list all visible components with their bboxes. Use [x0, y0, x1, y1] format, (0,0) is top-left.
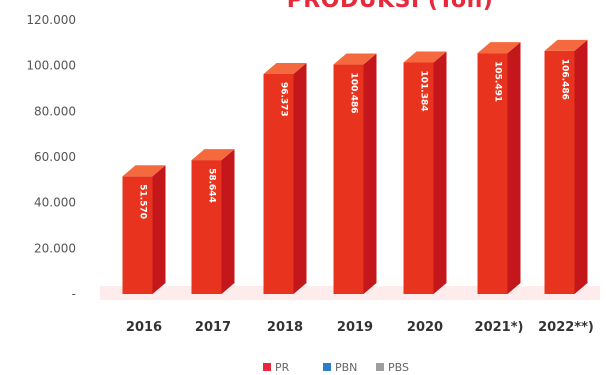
- bar-top: [477, 42, 521, 54]
- x-tick-label: 2018: [267, 320, 303, 335]
- bar-side: [574, 39, 588, 295]
- legend-item: PBS: [376, 361, 409, 374]
- bar-side: [152, 165, 166, 294]
- x-tick-label: 2016: [126, 320, 162, 335]
- bar-front: [191, 160, 222, 294]
- bar-front: [333, 64, 364, 294]
- bar-side: [507, 42, 521, 295]
- bar-top: [191, 149, 235, 161]
- bar-front: [544, 50, 575, 295]
- bar-top: [544, 39, 588, 51]
- x-tick-label: 2021*): [475, 320, 524, 335]
- data-label: 58.644: [207, 168, 217, 203]
- legend-label: PR: [275, 361, 290, 374]
- bar-side: [221, 149, 235, 294]
- bar: [122, 165, 166, 294]
- y-tick-label: 120.000: [26, 13, 76, 27]
- data-label: 51.570: [138, 184, 148, 219]
- chart-title: PRODUKSI (Ton): [286, 0, 494, 13]
- bar-side: [293, 62, 307, 294]
- bar-side: [433, 51, 447, 295]
- y-tick-label: -: [72, 287, 76, 301]
- data-label: 96.373: [279, 82, 289, 117]
- bar-side: [363, 53, 377, 295]
- bar: [333, 53, 377, 295]
- bar-top: [263, 62, 307, 74]
- bar-front: [263, 73, 294, 294]
- bar-top: [333, 53, 377, 65]
- data-label: 101.384: [419, 71, 429, 112]
- data-label: 106.486: [560, 59, 570, 100]
- bar-front: [403, 62, 434, 295]
- x-tick-label: 2022**): [538, 320, 594, 335]
- legend-swatch: [323, 363, 331, 371]
- bar: [544, 39, 588, 295]
- y-tick-label: 60.000: [34, 150, 76, 164]
- x-tick-label: 2017: [195, 320, 231, 335]
- bar: [477, 42, 521, 295]
- data-label: 100.486: [349, 73, 359, 114]
- y-tick-label: 40.000: [34, 196, 76, 210]
- legend-swatch: [376, 363, 384, 371]
- y-tick-label: 80.000: [34, 104, 76, 118]
- bar-top: [403, 51, 447, 63]
- y-tick-label: 100.000: [26, 59, 76, 73]
- bar: [403, 51, 447, 295]
- bar-front: [477, 53, 508, 295]
- x-tick-label: 2020: [407, 320, 443, 335]
- legend-label: PBS: [388, 361, 409, 374]
- bar: [263, 62, 307, 294]
- x-tick-label: 2019: [337, 320, 373, 335]
- y-tick-label: 20.000: [34, 241, 76, 255]
- legend-item: PR: [263, 361, 290, 374]
- bar: [191, 149, 235, 294]
- bar-top: [122, 165, 166, 177]
- data-label: 105.491: [493, 61, 503, 102]
- legend-item: PBN: [323, 361, 357, 374]
- legend-swatch: [263, 363, 271, 371]
- legend-label: PBN: [335, 361, 357, 374]
- bar-front: [122, 176, 153, 294]
